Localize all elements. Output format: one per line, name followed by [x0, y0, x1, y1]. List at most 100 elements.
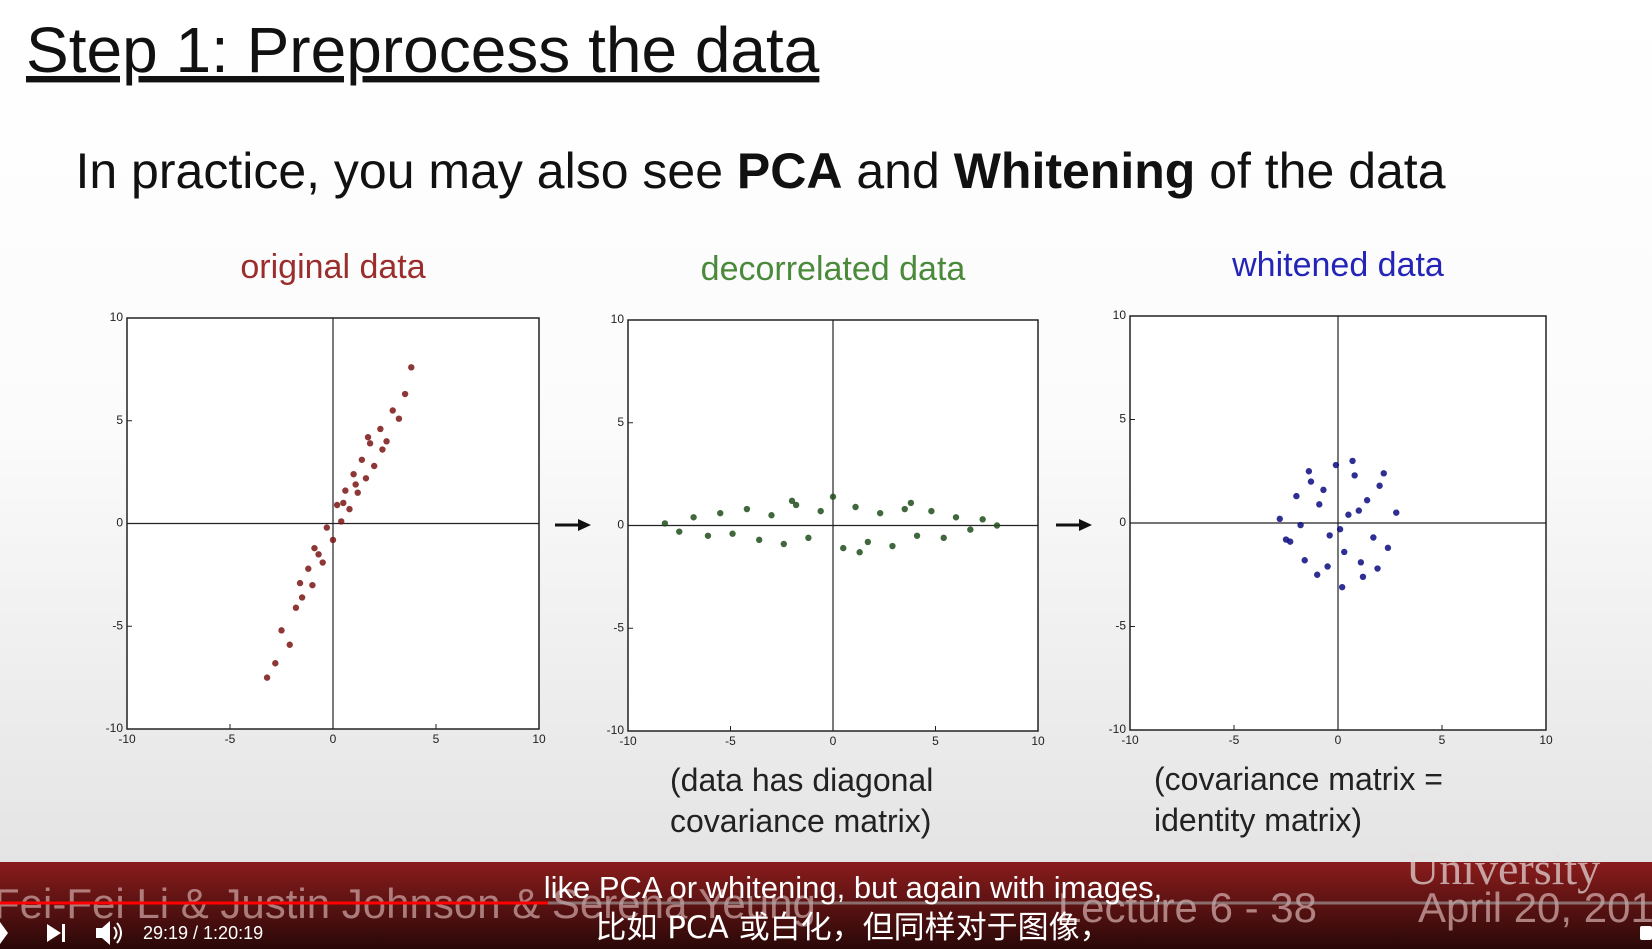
scatter-point [717, 509, 724, 517]
scatter-point [1341, 548, 1348, 556]
y-tick-label: -10 [106, 721, 124, 735]
slide-subtitle: In practice, you may also see PCA and Wh… [6, 143, 1487, 199]
chart-caption: (covariance matrix = [1154, 761, 1443, 797]
scatter-point [1359, 573, 1367, 581]
caption-line: 比如 PCA 或白化，但同样对于图像， [595, 910, 1110, 946]
x-tick-label: -10 [619, 734, 637, 748]
scatter-point [352, 481, 359, 488]
scatter-point [993, 522, 1001, 529]
y-tick-label: -10 [607, 723, 625, 737]
scatter-point [286, 641, 293, 648]
scatter-point [358, 456, 366, 463]
y-tick-label: -5 [112, 618, 123, 632]
x-tick-label: -5 [1229, 733, 1240, 747]
next-button[interactable] [47, 924, 65, 942]
scatter-point [292, 604, 300, 611]
scatter-point [852, 503, 859, 511]
scatter-point [792, 501, 800, 509]
scatter-point [1349, 457, 1356, 465]
scatter-point [661, 520, 669, 527]
scatter-point [1293, 492, 1300, 500]
scatter-point [729, 530, 736, 537]
scatter-point [928, 507, 935, 515]
scatter-point [371, 462, 378, 470]
captions-button[interactable] [1640, 926, 1652, 940]
x-tick-label: 5 [433, 732, 440, 746]
subtitle-part: PCA [737, 143, 843, 199]
y-tick-label: 5 [617, 415, 624, 429]
scatter-point [298, 594, 306, 601]
x-tick-label: 0 [1335, 733, 1342, 747]
y-tick-label: -5 [1115, 619, 1126, 633]
scatter-point [305, 565, 312, 572]
scatter-point [1282, 536, 1290, 543]
scatter-point [1376, 482, 1383, 489]
chart-caption: identity matrix) [1154, 802, 1362, 838]
scatter-point [333, 501, 341, 509]
scatter-point [743, 505, 751, 513]
scatter-point [1393, 509, 1400, 516]
scatter-point [979, 516, 986, 523]
scatter-point [395, 415, 403, 422]
play-button[interactable] [0, 922, 8, 944]
scatter-point [856, 549, 863, 556]
chart-title: original data [240, 248, 425, 286]
y-tick-label: 5 [116, 413, 123, 427]
footer-lecture: Lecture 6 - 38 [1058, 884, 1317, 931]
x-tick-label: -10 [1121, 733, 1139, 747]
footer-university: University [1406, 843, 1600, 894]
chart-caption: covariance matrix) [670, 803, 931, 839]
scatter-point [756, 536, 763, 544]
x-tick-label: 5 [1439, 733, 1446, 747]
footer-date: April 20, 2017 [1418, 884, 1652, 931]
scatter-point [1314, 571, 1321, 578]
scatter-point [338, 518, 345, 525]
subtitle-part: and [842, 143, 953, 199]
scatter-point [383, 438, 390, 445]
scatter-point [864, 538, 872, 546]
scatter-point [940, 534, 947, 542]
scatter-point [1370, 534, 1377, 541]
y-tick-label: 10 [611, 312, 625, 326]
scatter-point [1336, 526, 1344, 533]
scatter-point [311, 544, 318, 552]
scatter-point [364, 433, 372, 441]
scatter-point [1384, 544, 1392, 552]
scatter-point [1324, 563, 1331, 570]
x-tick-label: 0 [330, 732, 337, 746]
x-tick-label: 5 [932, 734, 939, 748]
charts: original data -10 -5 0 5 10 -10 -5 0 5 10 decorrela… [106, 246, 1553, 839]
scatter-point [704, 532, 712, 539]
scatter-point [263, 674, 271, 681]
y-tick-label: 10 [1113, 308, 1127, 322]
scatter-point [907, 499, 915, 507]
scatter-point [342, 487, 349, 494]
scatter-point [901, 505, 908, 513]
x-tick-label: 0 [830, 734, 837, 748]
scatter-point [1320, 486, 1327, 494]
scatter-point [340, 499, 347, 507]
x-tick-label: -5 [725, 734, 736, 748]
scatter-point [768, 512, 775, 519]
scatter-point [876, 509, 884, 517]
x-tick-label: -5 [225, 732, 236, 746]
slide-title: Step 1: Preprocess the data [26, 14, 820, 86]
volume-button[interactable] [96, 921, 122, 945]
scatter-point [1316, 501, 1323, 508]
chart-title: whitened data [1231, 246, 1444, 284]
scatter-point [829, 493, 837, 500]
slide-footer [0, 862, 1652, 949]
scatter-point [1380, 470, 1387, 477]
scatter-point [788, 497, 796, 505]
y-tick-label: 0 [116, 516, 123, 530]
scatter-point [817, 507, 824, 515]
y-tick-label: -10 [1109, 722, 1127, 736]
scatter-point [913, 532, 921, 539]
scatter-point [1351, 472, 1358, 479]
scatter-point [1276, 515, 1283, 523]
scatter-point [967, 526, 974, 533]
scatter-point [323, 524, 331, 531]
scatter-point [952, 514, 960, 521]
scatter-point [278, 627, 285, 634]
